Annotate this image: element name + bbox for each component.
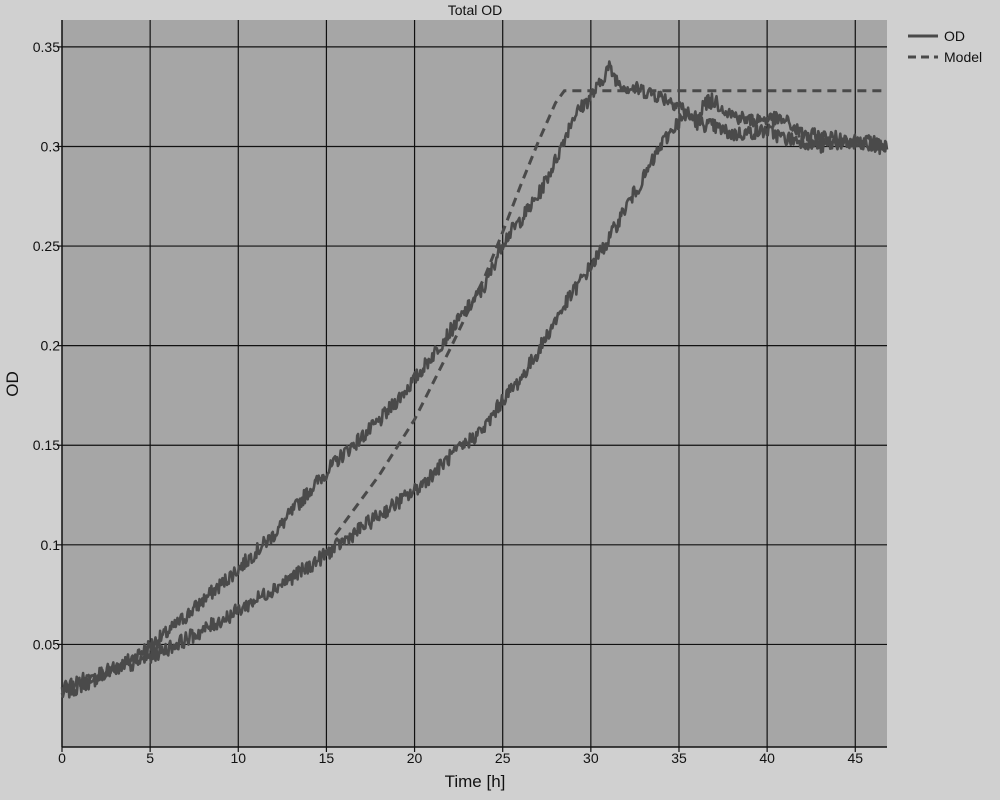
y-axis-label: OD <box>3 371 22 397</box>
x-tick-label: 35 <box>671 750 687 766</box>
x-tick-label: 30 <box>583 750 599 766</box>
legend-label-od: OD <box>944 28 965 44</box>
x-tick-label: 25 <box>495 750 511 766</box>
x-tick-label: 15 <box>319 750 335 766</box>
x-tick-label: 45 <box>847 750 863 766</box>
x-tick-label: 40 <box>759 750 775 766</box>
y-tick-label: 0.15 <box>33 437 60 453</box>
y-tick-label: 0.3 <box>41 138 61 154</box>
data-lines <box>60 60 889 699</box>
legend: OD Model <box>908 28 982 65</box>
tick-labels: 0 5 10 15 20 25 30 35 40 45 0.05 0.1 0.15 0.2 0.25 0.3 0… <box>33 39 864 766</box>
y-tick-label: 0.1 <box>41 537 61 553</box>
od-series-line-2 <box>60 92 888 697</box>
x-tick-label: 0 <box>58 750 66 766</box>
x-tick-label: 10 <box>230 750 246 766</box>
x-tick-label: 5 <box>146 750 154 766</box>
y-tick-label: 0.35 <box>33 39 60 55</box>
chart-title: Total OD <box>448 2 502 18</box>
y-tick-label: 0.2 <box>41 338 61 354</box>
x-axis-label: Time [h] <box>445 772 506 791</box>
legend-label-model: Model <box>944 49 982 65</box>
y-tick-label: 0.25 <box>33 238 60 254</box>
plot-area <box>62 20 887 747</box>
y-tick-label: 0.05 <box>33 636 60 652</box>
x-tick-label: 20 <box>407 750 423 766</box>
model-series-line <box>333 89 887 536</box>
